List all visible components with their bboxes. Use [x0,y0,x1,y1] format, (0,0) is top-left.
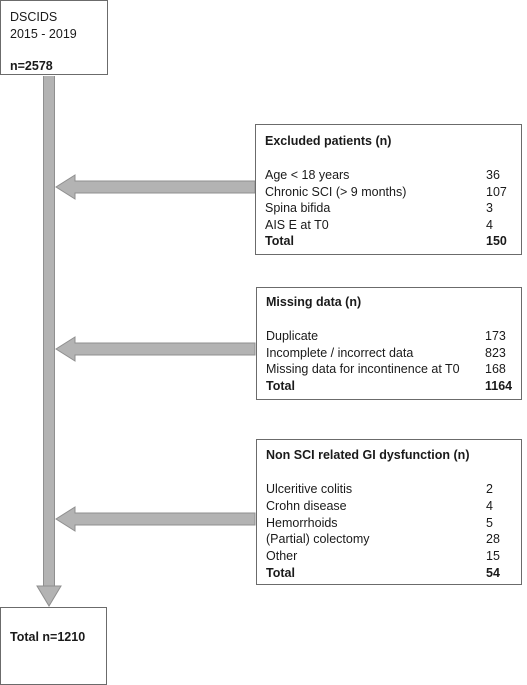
nonsci-row-label: Other [266,549,298,564]
excluded-row-value: 3 [486,201,493,215]
missing-row: Missing data for incontinence at T0 168 [266,361,515,377]
excluded-row: Chronic SCI (> 9 months) 107 [265,184,515,200]
missing-total-value: 1164 [485,378,513,393]
missing-row-label: Missing data for incontinence at T0 [266,362,460,376]
nonsci-row: Ulceritive colitis 2 [266,481,515,497]
nonsci-row: Hemorrhoids 5 [266,515,515,531]
missing-row-value: 168 [485,362,506,376]
missing-row-label: Duplicate [266,329,319,343]
source-box: DSCIDS 2015 - 2019 n=2578 [0,0,108,75]
missing-title: Missing data (n) [266,295,362,309]
missing-row-value: 823 [485,345,506,360]
nonsci-row-value: 28 [486,532,500,547]
source-name: DSCIDS [10,10,58,24]
missing-row: Incomplete / incorrect data 823 [266,345,515,361]
nonsci-row: Other 15 [266,548,515,564]
main-flow-arrow-shaft [43,76,55,588]
missing-row-value: 173 [485,329,506,343]
excluded-row-value: 4 [486,217,493,232]
nonsci-row-label: Hemorrhoids [266,515,338,530]
nonsci-row-label: (Partial) colectomy [266,532,370,547]
excluded-row-label: AIS E at T0 [265,217,329,232]
final-total-box: Total n=1210 [0,607,107,685]
nonsci-title: Non SCI related GI dysfunction (n) [266,448,470,462]
non-sci-gi-dysfunction-box: Non SCI related GI dysfunction (n) Ulcer… [256,439,522,585]
nonsci-row: Crohn disease 4 [266,498,515,514]
nonsci-total-value: 54 [486,566,500,580]
excluded-row: Age < 18 years 36 [265,167,515,183]
missing-total-row: Total 1164 [266,378,515,394]
nonsci-total-label: Total [266,566,295,580]
missing-total-label: Total [266,378,295,393]
excluded-total-label: Total [265,234,294,248]
nonsci-row-value: 15 [486,549,500,564]
excluded-row-value: 36 [486,168,500,182]
excluded-title: Excluded patients (n) [265,134,392,148]
excluded-total-value: 150 [486,234,507,248]
nonsci-row-label: Crohn disease [266,498,347,513]
excluded-row: Spina bifida 3 [265,200,515,216]
excluded-row: AIS E at T0 4 [265,217,515,233]
source-count: n=2578 [10,59,53,73]
excluded-row-label: Chronic SCI (> 9 months) [265,184,407,199]
excluded-total-row: Total 150 [265,233,515,249]
nonsci-row-value: 2 [486,482,493,496]
final-total-label: Total n=1210 [10,630,86,644]
excluded-row-label: Age < 18 years [265,168,350,182]
missing-data-box: Missing data (n) Duplicate 173 Incomplete … [256,287,522,400]
nonsci-total-row: Total 54 [266,565,515,581]
excluded-row-label: Spina bifida [265,201,331,215]
missing-row: Duplicate 173 [266,328,515,344]
excluded-row-value: 107 [486,184,507,199]
excluded-patients-box: Excluded patients (n) Age < 18 years 36 Ch… [255,124,522,255]
nonsci-row-label: Ulceritive colitis [266,482,353,496]
nonsci-row: (Partial) colectomy 28 [266,531,515,547]
source-years: 2015 - 2019 [10,27,77,41]
nonsci-row-value: 5 [486,515,493,530]
nonsci-row-value: 4 [486,498,493,513]
missing-row-label: Incomplete / incorrect data [266,345,414,360]
